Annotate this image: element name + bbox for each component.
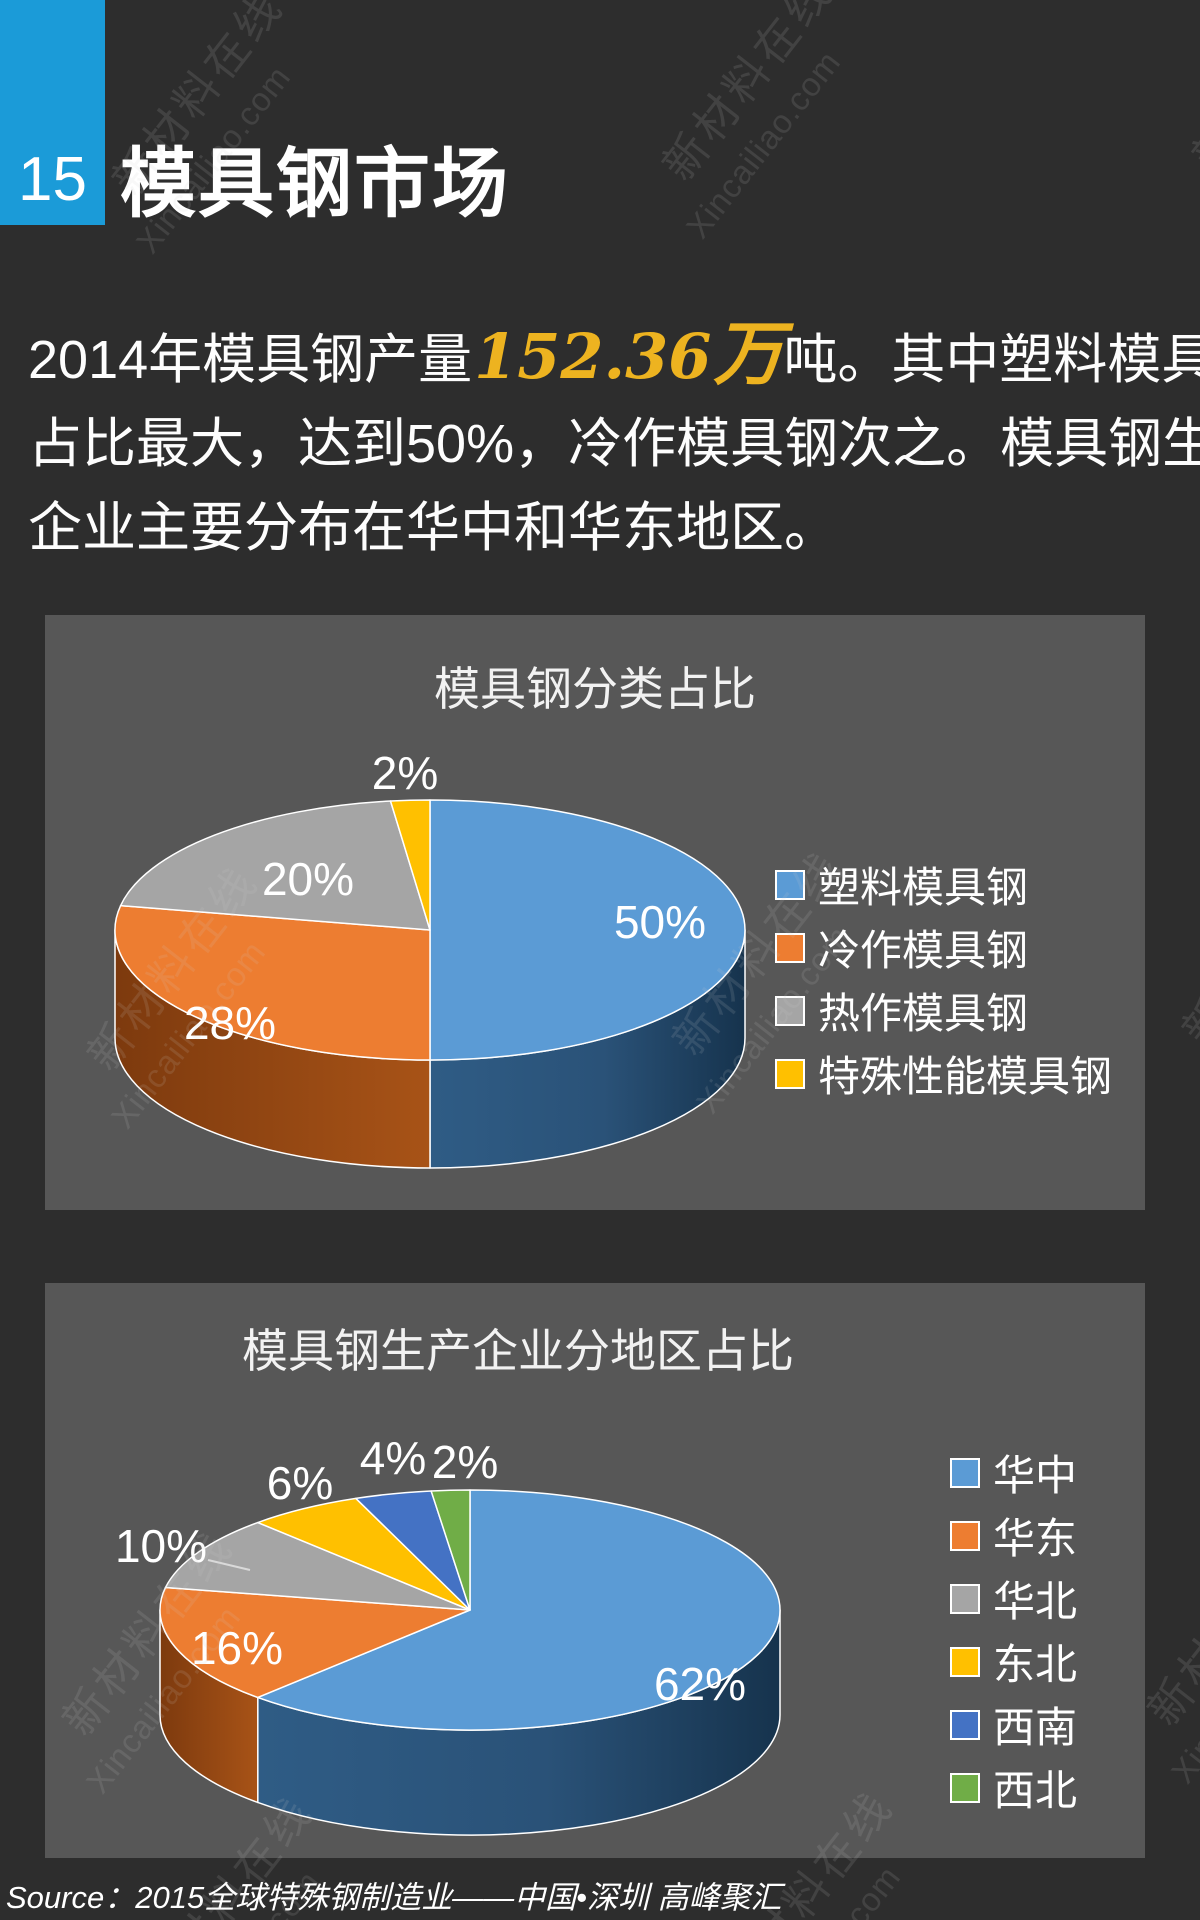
watermark-cn-text: 新材料在线: [1183, 0, 1200, 180]
pie-slice-塑料模具钢: [429, 799, 746, 1061]
legend-swatch: [775, 869, 805, 900]
legend-swatch: [775, 995, 805, 1026]
legend-swatch: [950, 1583, 980, 1614]
legend-item: 东北: [950, 1630, 1077, 1693]
line1-post: 吨。其中塑料模具钢: [783, 330, 1200, 390]
watermark-en-text: Xincailiao.com: [678, 43, 848, 245]
legend-label: 东北: [993, 1641, 1078, 1688]
legend-swatch: [950, 1709, 980, 1740]
intro-paragraph: 2014年模具钢产量152.36万吨。其中塑料模具钢 占比最大，达到50%，冷作…: [28, 312, 1200, 570]
data-label-冷作模具钢: 28%: [184, 997, 276, 1049]
legend-swatch: [950, 1646, 980, 1677]
legend-item: 西北: [950, 1756, 1077, 1819]
watermark-cn-text: 新材料在线: [1173, 831, 1200, 1055]
data-label-西南: 4%: [360, 1432, 426, 1484]
chart-panel-1: 模具钢分类占比 50% 28% 20% 2% 塑料模具钢冷作模具钢热作模具钢特殊性能模…: [45, 615, 1145, 1210]
chart-2-title: 模具钢生产企业分地区占比: [242, 1325, 794, 1377]
line1-pre: 2014年模具钢产量: [28, 330, 473, 390]
data-label-东北: 6%: [267, 1457, 333, 1509]
data-label-华中: 62%: [654, 1658, 746, 1710]
legend-label: 特殊性能模具钢: [818, 1053, 1113, 1100]
source-text: Source：2015全球特殊钢制造业——中国•深圳 高峰聚汇: [6, 1880, 782, 1915]
paragraph-line-2: 占比最大，达到50%，冷作模具钢次之。模具钢生产: [28, 414, 1200, 474]
legend-item: 塑料模具钢: [775, 853, 1112, 916]
page-number: 15: [18, 145, 87, 214]
pie-chart-1: 50% 28% 20% 2%: [114, 747, 746, 1169]
legend-label: 华东: [993, 1515, 1078, 1562]
legend-swatch: [775, 1058, 805, 1089]
legend-item: 西南: [950, 1693, 1077, 1756]
pie-slice-华东: [159, 1586, 471, 1699]
legend-swatch: [775, 932, 805, 963]
legend-label: 塑料模具钢: [818, 864, 1029, 911]
data-label-塑料模具钢: 50%: [614, 896, 706, 948]
legend-swatch: [950, 1772, 980, 1803]
pie-slice-华中: [257, 1489, 781, 1731]
legend-item: 冷作模具钢: [775, 916, 1112, 979]
watermark-en-text: Xincailiao.com: [1163, 1588, 1200, 1790]
paragraph-line-3: 企业主要分布在华中和华东地区。: [28, 498, 838, 558]
data-label-热作模具钢: 20%: [262, 853, 354, 905]
pie-slice-冷作模具钢: [114, 904, 431, 1061]
data-label-西北: 2%: [432, 1436, 498, 1488]
highlight-number: 152.36: [474, 320, 712, 393]
pie-chart-2: 62% 16% 10% 6% 4% 2%: [115, 1432, 781, 1836]
paragraph-line-1: 2014年模具钢产量152.36万吨。其中塑料模具钢: [28, 312, 1200, 402]
legend-label: 西南: [993, 1704, 1078, 1751]
legend-item: 华中: [950, 1441, 1077, 1504]
chart-1-legend: 塑料模具钢冷作模具钢热作模具钢特殊性能模具钢: [775, 853, 1112, 1105]
legend-item: 特殊性能模具钢: [775, 1042, 1112, 1105]
page-number-badge: 15: [0, 0, 105, 225]
legend-label: 冷作模具钢: [818, 927, 1029, 974]
pie-slice-西北: [430, 1489, 471, 1611]
label-leader-line: [207, 1559, 251, 1571]
highlight-unit: 万: [713, 315, 784, 393]
legend-label: 热作模具钢: [818, 990, 1029, 1037]
legend-item: 华东: [950, 1504, 1077, 1567]
chart-1-title: 模具钢分类占比: [434, 663, 756, 715]
legend-label: 华北: [993, 1578, 1078, 1625]
legend-item: 华北: [950, 1567, 1077, 1630]
chart-2-legend: 华中华东华北东北西南西北: [950, 1441, 1077, 1819]
legend-label: 华中: [993, 1452, 1078, 1499]
pie-slice-华北: [164, 1521, 471, 1611]
watermark-cn-text: 新材料在线: [653, 0, 844, 190]
data-label-华东: 16%: [191, 1622, 283, 1674]
legend-swatch: [950, 1520, 980, 1551]
chart-panel-2: 模具钢生产企业分地区占比 62% 16% 10% 6% 4% 2% 华中华东华北东北西南西…: [45, 1283, 1145, 1858]
pie-slice-特殊性能模具钢: [389, 799, 431, 931]
legend-label: 西北: [993, 1767, 1078, 1814]
pie-slice-热作模具钢: [119, 800, 431, 931]
legend-item: 热作模具钢: [775, 979, 1112, 1042]
page-title: 模具钢市场: [120, 142, 510, 227]
data-label-特殊性能模具钢: 2%: [372, 747, 438, 799]
data-label-华北: 10%: [115, 1520, 207, 1572]
legend-swatch: [950, 1457, 980, 1488]
